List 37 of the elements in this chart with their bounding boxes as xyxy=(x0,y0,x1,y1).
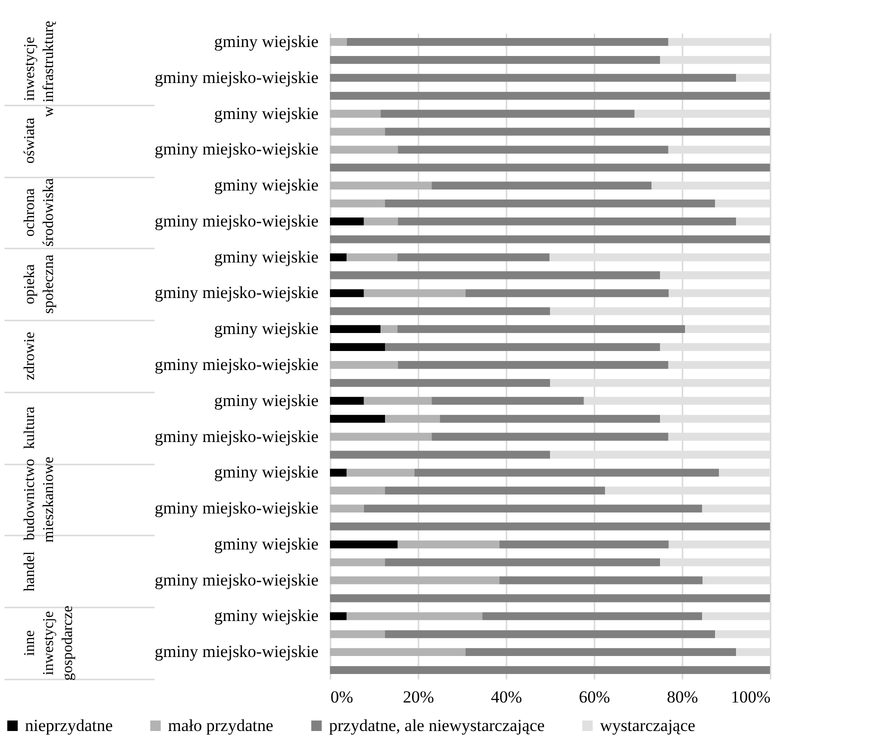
y-tick-label: gminy wiejskie xyxy=(214,319,318,338)
y-tick-label: gminy wiejskie xyxy=(214,32,318,51)
text: inne inwestycje gospodarcze xyxy=(22,605,76,681)
y-tick-label: gminy miejsko-wiejskie xyxy=(154,140,318,159)
x-tick-label: 40% xyxy=(490,688,522,706)
x-tick-label: 100% xyxy=(730,688,770,706)
text: ochrona środowiska xyxy=(22,178,57,247)
y-tick-label: gminy miejsko-wiejskie xyxy=(154,570,318,590)
x-tick-label: 20% xyxy=(402,688,434,706)
text: inwestycje w infrastrukturę xyxy=(22,20,57,117)
y-tick-label: gminy miejsko-wiejskie xyxy=(154,211,318,230)
y-tick-label: gminy miejsko-wiejskie xyxy=(154,283,318,302)
legend-label: wystarczające xyxy=(600,716,696,735)
text: budownictwo mieszkaniowe xyxy=(22,456,57,542)
x-tick-label: 80% xyxy=(666,688,698,706)
y-tick-label: gminy wiejskie xyxy=(214,390,318,410)
y-tick-label: gminy miejsko-wiejskie xyxy=(154,498,318,518)
y-tick-label: gminy miejsko-wiejskie xyxy=(154,642,318,662)
text: kultura xyxy=(22,406,38,450)
y-tick-label: gminy wiejskie xyxy=(214,176,318,195)
y-tick-label: gminy wiejskie xyxy=(214,247,318,266)
y-tick-label: gminy wiejskie xyxy=(214,104,318,123)
legend-label: przydatne, ale niewystarczające xyxy=(329,716,545,735)
y-tick-label: gminy wiejskie xyxy=(214,462,318,482)
legend-label: nieprzydatne xyxy=(25,716,113,735)
y-tick-label: gminy miejsko-wiejskie xyxy=(154,68,318,87)
y-tick-label: gminy wiejskie xyxy=(214,534,318,554)
text: opieka społeczna xyxy=(22,254,57,314)
x-tick-label: 60% xyxy=(578,688,610,706)
legend-label: mało przydatne xyxy=(168,716,274,735)
text: oświata xyxy=(22,117,38,164)
y-tick-label: gminy miejsko-wiejskie xyxy=(154,354,318,374)
y-tick-label: gminy miejsko-wiejskie xyxy=(154,426,318,446)
text: handel xyxy=(22,551,38,592)
y-tick-label: gminy wiejskie xyxy=(214,606,318,626)
x-tick-label: 0% xyxy=(330,688,354,706)
text: zdrowie xyxy=(22,332,38,380)
